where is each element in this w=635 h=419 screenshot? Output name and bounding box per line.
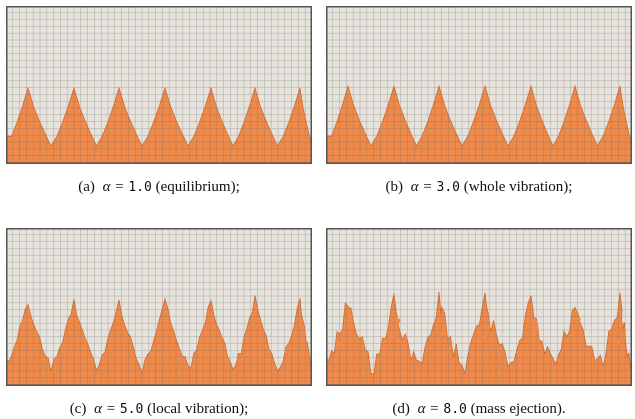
caption-d: (d) α = 8.0 (mass ejection).	[326, 400, 632, 419]
caption-c: (c) α = 5.0 (local vibration);	[6, 400, 312, 419]
fluid-layer	[326, 291, 632, 386]
fluid-interface	[326, 84, 632, 164]
fluid-layer	[6, 295, 312, 386]
fluid-interface	[326, 291, 632, 386]
droplet	[346, 315, 353, 321]
alpha-value: 8.0	[443, 402, 467, 417]
simulation-plot-c	[6, 228, 312, 386]
subfigure-b-panel	[326, 6, 632, 164]
caption-a: (a) α = 1.0 (equilibrium);	[6, 178, 312, 197]
simulation-plot-a	[6, 6, 312, 164]
alpha-symbol: α =	[410, 179, 433, 195]
simulation-plot-b	[326, 6, 632, 164]
droplet	[618, 321, 624, 327]
fluid-layer	[6, 86, 312, 164]
caption-b: (b) α = 3.0 (whole vibration);	[326, 178, 632, 197]
droplet	[436, 337, 441, 341]
alpha-value: 3.0	[436, 180, 460, 195]
caption-description: (mass ejection).	[470, 401, 566, 417]
droplet	[481, 334, 486, 340]
simulation-plot-d	[326, 228, 632, 386]
alpha-symbol: α =	[102, 179, 125, 195]
droplet	[394, 317, 401, 324]
droplet	[532, 319, 538, 325]
droplet	[338, 341, 343, 347]
droplet	[615, 339, 621, 345]
alpha-symbol: α =	[417, 401, 440, 417]
droplet	[440, 329, 447, 336]
fluid-layer	[326, 84, 632, 164]
subfigure-c-panel	[6, 228, 312, 386]
subfigure-d-panel	[326, 228, 632, 386]
ejected-droplets	[338, 315, 624, 347]
fluid-interface	[6, 295, 312, 386]
alpha-symbol: α =	[94, 401, 116, 417]
droplet	[577, 339, 582, 344]
droplet	[484, 323, 491, 330]
caption-description: (equilibrium);	[155, 179, 240, 195]
fluid-interface	[6, 86, 312, 164]
alpha-value: 1.0	[128, 180, 152, 195]
droplet	[388, 333, 395, 339]
caption-tag: (d)	[392, 401, 410, 417]
alpha-value: 5.0	[119, 402, 144, 417]
caption-tag: (b)	[385, 179, 404, 195]
panel-frame	[6, 228, 312, 386]
panel-frame	[6, 6, 312, 164]
panel-frame	[326, 228, 632, 386]
caption-description: (local vibration);	[147, 401, 249, 417]
caption-description: (whole vibration);	[463, 179, 573, 195]
droplet	[532, 324, 539, 332]
caption-tag: (a)	[78, 179, 95, 195]
subfigure-a-panel	[6, 6, 312, 164]
caption-tag: (c)	[69, 401, 87, 417]
panel-frame	[326, 6, 632, 164]
droplet	[576, 316, 581, 321]
